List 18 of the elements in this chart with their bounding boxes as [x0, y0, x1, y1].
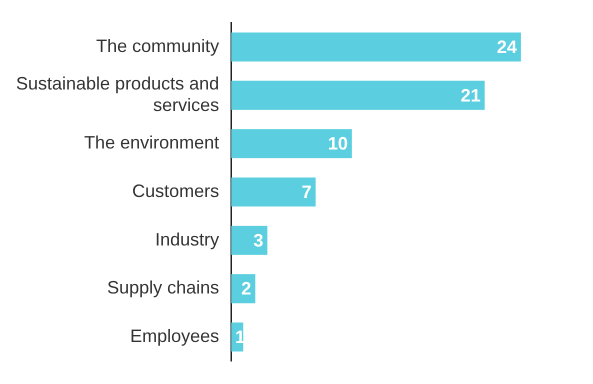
data-label: 3 [253, 230, 264, 250]
data-label: 10 [328, 134, 348, 154]
data-label: 2 [241, 278, 252, 299]
y-tick-label: The environment [84, 132, 220, 153]
y-tick-label: Industry [155, 229, 220, 250]
bar [231, 80, 485, 110]
bar [231, 129, 352, 158]
bar [231, 226, 268, 255]
bar [231, 177, 316, 207]
y-tick-label: Supply chains [107, 278, 220, 298]
y-tick-label: Customers [132, 180, 220, 201]
y-tick-label: Sustainable products and services [16, 73, 220, 116]
bar [231, 32, 521, 62]
y-tick-label: The community [96, 36, 220, 56]
data-label: 7 [302, 182, 312, 202]
data-label: 21 [460, 85, 481, 106]
data-label: 24 [496, 36, 517, 57]
y-tick-label: Employees [130, 326, 220, 346]
